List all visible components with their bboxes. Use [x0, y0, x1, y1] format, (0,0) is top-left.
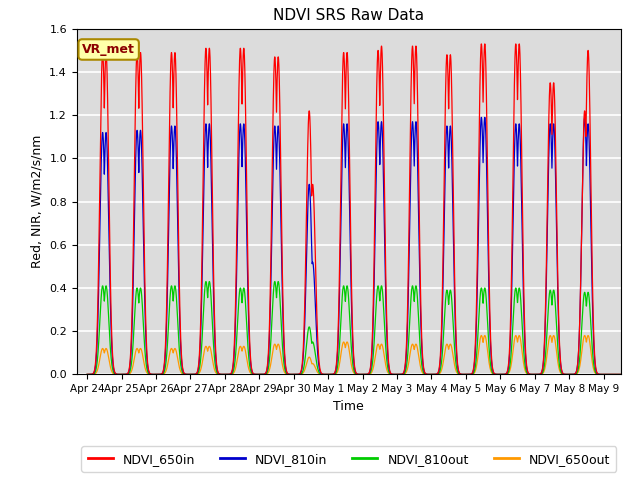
Y-axis label: Red, NIR, W/m2/s/nm: Red, NIR, W/m2/s/nm — [31, 135, 44, 268]
X-axis label: Time: Time — [333, 400, 364, 413]
Title: NDVI SRS Raw Data: NDVI SRS Raw Data — [273, 9, 424, 24]
Legend: NDVI_650in, NDVI_810in, NDVI_810out, NDVI_650out: NDVI_650in, NDVI_810in, NDVI_810out, NDV… — [81, 446, 616, 472]
Text: VR_met: VR_met — [82, 43, 135, 56]
